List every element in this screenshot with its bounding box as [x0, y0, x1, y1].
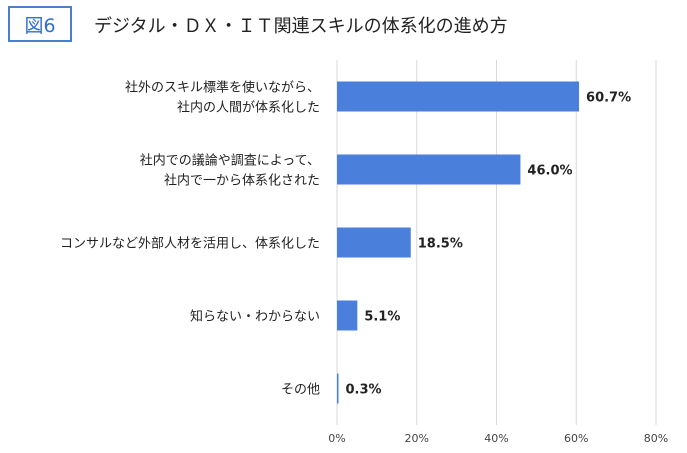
chart-title: デジタル・ＤＸ・ＩＴ関連スキルの体系化の進め方 — [94, 16, 508, 37]
x-tick-label: 80% — [644, 432, 668, 445]
figure-number-badge: 図6 — [8, 6, 72, 42]
x-tick-label: 60% — [564, 432, 588, 445]
category-label: 社内で一から体系化された — [164, 173, 320, 189]
bar — [337, 154, 521, 185]
value-label: 5.1% — [364, 310, 400, 325]
value-label: 46.0% — [527, 164, 572, 179]
bar — [337, 81, 580, 112]
value-label: 0.3% — [346, 383, 382, 398]
category-label: 社内の人間が体系化した — [177, 100, 320, 116]
bar — [337, 227, 411, 258]
bar — [337, 373, 339, 404]
category-label: その他 — [281, 383, 320, 398]
category-label: 社外のスキル標準を使いながら、 — [125, 80, 320, 96]
category-label: 知らない・わからない — [190, 309, 320, 325]
x-tick-label: 20% — [405, 432, 429, 445]
category-label: 社内での議論や調査によって、 — [140, 153, 320, 169]
x-tick-label: 40% — [484, 432, 508, 445]
value-label: 60.7% — [586, 91, 631, 106]
bar — [337, 300, 358, 331]
category-label: コンサルなど外部人材を活用し、体系化した — [60, 237, 320, 252]
value-label: 18.5% — [418, 237, 463, 252]
x-tick-label: 0% — [328, 432, 345, 445]
